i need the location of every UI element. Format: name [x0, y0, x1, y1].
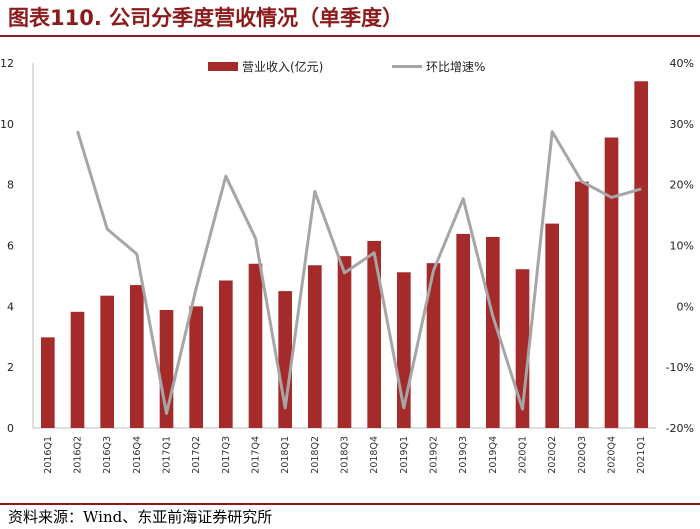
y-right-tick-label: 10%	[670, 240, 694, 253]
legend-bar-swatch	[208, 62, 238, 71]
y-right-tick-label: 40%	[670, 57, 694, 70]
y-left-tick-label: 2	[7, 361, 14, 374]
x-tick-label: 2016Q4	[132, 436, 143, 474]
bar	[219, 280, 233, 428]
legend-line-label: 环比增速%	[426, 60, 485, 74]
x-tick-label: 2020Q3	[577, 436, 588, 474]
x-tick-label: 2020Q2	[547, 436, 558, 474]
y-left-tick-label: 6	[7, 240, 14, 253]
y-right-tick-label: -10%	[666, 361, 694, 374]
bar	[70, 311, 85, 428]
y-left-tick-label: 10	[0, 118, 14, 131]
x-tick-label: 2016Q3	[102, 436, 113, 474]
y-right-tick-label: 30%	[670, 118, 694, 131]
source-divider	[0, 503, 700, 505]
bar	[575, 181, 589, 428]
x-tick-label: 2020Q1	[518, 436, 529, 474]
chart-title: 图表110. 公司分季度营收情况（单季度）	[8, 6, 404, 30]
x-tick-label: 2018Q1	[280, 436, 291, 474]
legend-bar-label: 营业收入(亿元)	[242, 59, 323, 74]
y-right-tick-label: 20%	[670, 179, 694, 192]
bar	[308, 265, 322, 428]
title-divider	[0, 35, 700, 37]
x-tick-label: 2019Q4	[488, 436, 499, 474]
bar	[367, 240, 381, 428]
y-left-tick-label: 0	[7, 422, 14, 435]
bar	[545, 223, 559, 428]
x-tick-label: 2019Q2	[429, 436, 440, 474]
y-left-tick-label: 8	[7, 179, 14, 192]
bar	[456, 233, 470, 428]
x-tick-label: 2019Q1	[399, 436, 410, 474]
x-tick-label: 2020Q4	[607, 436, 618, 474]
x-tick-label: 2016Q1	[43, 436, 54, 474]
y-right-tick-label: 0%	[677, 300, 694, 313]
source-note: 资料来源：Wind、东亚前海证券研究所	[8, 508, 273, 526]
bar	[337, 256, 352, 428]
y-right-tick-label: -20%	[666, 422, 694, 435]
x-tick-label: 2017Q3	[221, 436, 232, 474]
bar	[41, 337, 55, 428]
x-tick-label: 2019Q3	[458, 436, 469, 474]
x-tick-label: 2017Q4	[251, 436, 262, 474]
revenue-chart: 0 2 4 6 8 10 12 -20% -10% 0% 10% 20% 30% 40% 2016Q1 201…	[0, 57, 694, 474]
bar	[130, 285, 144, 428]
x-tick-label: 2016Q2	[73, 436, 84, 474]
bar	[604, 137, 619, 428]
x-tick-label: 2017Q2	[191, 436, 202, 474]
bar	[248, 263, 263, 428]
x-tick-label: 2018Q2	[310, 436, 321, 474]
bar	[189, 306, 203, 428]
x-tick-label: 2021Q1	[636, 436, 647, 474]
x-tick-label: 2017Q1	[162, 436, 173, 474]
bar	[634, 81, 648, 428]
y-left-tick-label: 4	[7, 300, 14, 313]
growth-line	[76, 130, 642, 415]
bar	[426, 263, 441, 428]
y-left-tick-label: 12	[0, 57, 14, 70]
x-tick-label: 2018Q3	[340, 436, 351, 474]
x-tick-label: 2018Q4	[369, 436, 380, 474]
bar	[100, 295, 114, 428]
bar	[486, 236, 500, 428]
